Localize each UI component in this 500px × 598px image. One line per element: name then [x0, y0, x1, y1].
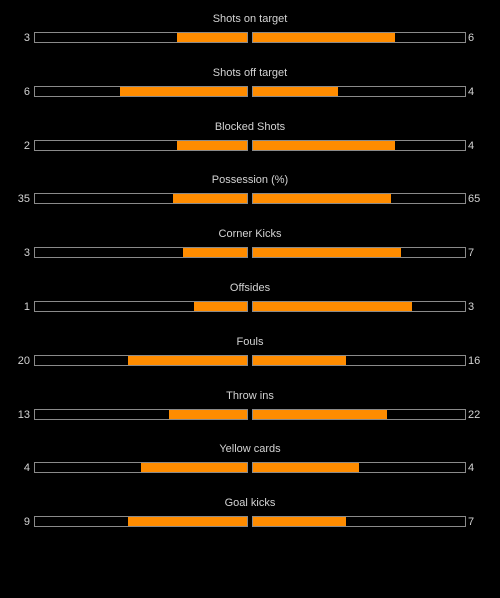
stat-row: Possession (%) 35 65: [0, 173, 500, 213]
home-bar-fill: [183, 248, 247, 257]
home-value: 35: [17, 193, 30, 205]
home-bar-fill: [119, 87, 247, 96]
home-bar: [34, 32, 248, 43]
stat-row: Corner Kicks 3 7: [0, 227, 500, 267]
away-value: 4: [468, 140, 475, 152]
home-value: 1: [23, 301, 30, 313]
away-bar-fill: [253, 410, 387, 419]
stat-label: Shots on target: [212, 13, 288, 25]
away-bar-fill: [253, 248, 402, 257]
away-bar-fill: [253, 141, 396, 150]
home-bar: [34, 193, 248, 204]
away-bar: [252, 247, 466, 258]
away-bar: [252, 516, 466, 527]
away-bar: [252, 462, 466, 473]
stat-row: Fouls 20 16: [0, 335, 500, 375]
home-bar-fill: [177, 141, 247, 150]
away-bar: [252, 301, 466, 312]
away-bar-fill: [253, 33, 396, 42]
home-bar: [34, 516, 248, 527]
away-value: 16: [468, 355, 481, 367]
away-value: 65: [468, 193, 481, 205]
stat-label: Fouls: [236, 336, 264, 348]
away-value: 3: [468, 301, 475, 313]
away-bar: [252, 409, 466, 420]
home-bar-fill: [194, 302, 247, 311]
away-bar-fill: [253, 87, 338, 96]
away-bar-fill: [253, 463, 359, 472]
stat-row: Shots on target 3 6: [0, 12, 500, 52]
away-value: 7: [468, 247, 475, 259]
home-value: 3: [23, 32, 30, 44]
away-bar-fill: [253, 356, 347, 365]
stat-label: Blocked Shots: [214, 121, 286, 133]
home-bar: [34, 140, 248, 151]
stat-label: Offsides: [229, 282, 271, 294]
home-bar: [34, 86, 248, 97]
home-bar-fill: [141, 463, 247, 472]
home-value: 20: [17, 355, 30, 367]
home-bar: [34, 462, 248, 473]
home-value: 13: [17, 409, 30, 421]
stat-row: Goal kicks 9 7: [0, 496, 500, 536]
away-value: 7: [468, 516, 475, 528]
stat-row: Yellow cards 4 4: [0, 442, 500, 482]
stat-row: Offsides 1 3: [0, 281, 500, 321]
home-bar: [34, 355, 248, 366]
away-bar-fill: [253, 517, 347, 526]
home-bar: [34, 301, 248, 312]
away-bar: [252, 355, 466, 366]
away-bar-fill: [253, 194, 391, 203]
away-bar: [252, 86, 466, 97]
stat-label: Shots off target: [212, 67, 288, 79]
away-bar-fill: [253, 302, 412, 311]
home-bar-fill: [177, 33, 247, 42]
away-value: 6: [468, 32, 475, 44]
away-bar: [252, 140, 466, 151]
away-value: 22: [468, 409, 481, 421]
stat-row: Blocked Shots 2 4: [0, 120, 500, 160]
home-value: 6: [23, 86, 30, 98]
home-value: 3: [23, 247, 30, 259]
away-bar: [252, 193, 466, 204]
stat-row: Throw ins 13 22: [0, 389, 500, 429]
stat-label: Throw ins: [226, 390, 274, 402]
home-value: 9: [23, 516, 30, 528]
home-value: 2: [23, 140, 30, 152]
away-bar: [252, 32, 466, 43]
home-bar-fill: [128, 356, 247, 365]
stat-label: Corner Kicks: [218, 228, 282, 240]
home-bar-fill: [128, 517, 247, 526]
away-value: 4: [468, 86, 475, 98]
stat-label: Possession (%): [211, 174, 289, 186]
stat-label: Goal kicks: [224, 497, 276, 509]
home-bar-fill: [172, 194, 247, 203]
home-bar-fill: [168, 410, 247, 419]
home-bar: [34, 409, 248, 420]
home-bar: [34, 247, 248, 258]
away-value: 4: [468, 462, 475, 474]
stat-row: Shots off target 6 4: [0, 66, 500, 106]
stat-label: Yellow cards: [219, 443, 281, 455]
home-value: 4: [23, 462, 30, 474]
